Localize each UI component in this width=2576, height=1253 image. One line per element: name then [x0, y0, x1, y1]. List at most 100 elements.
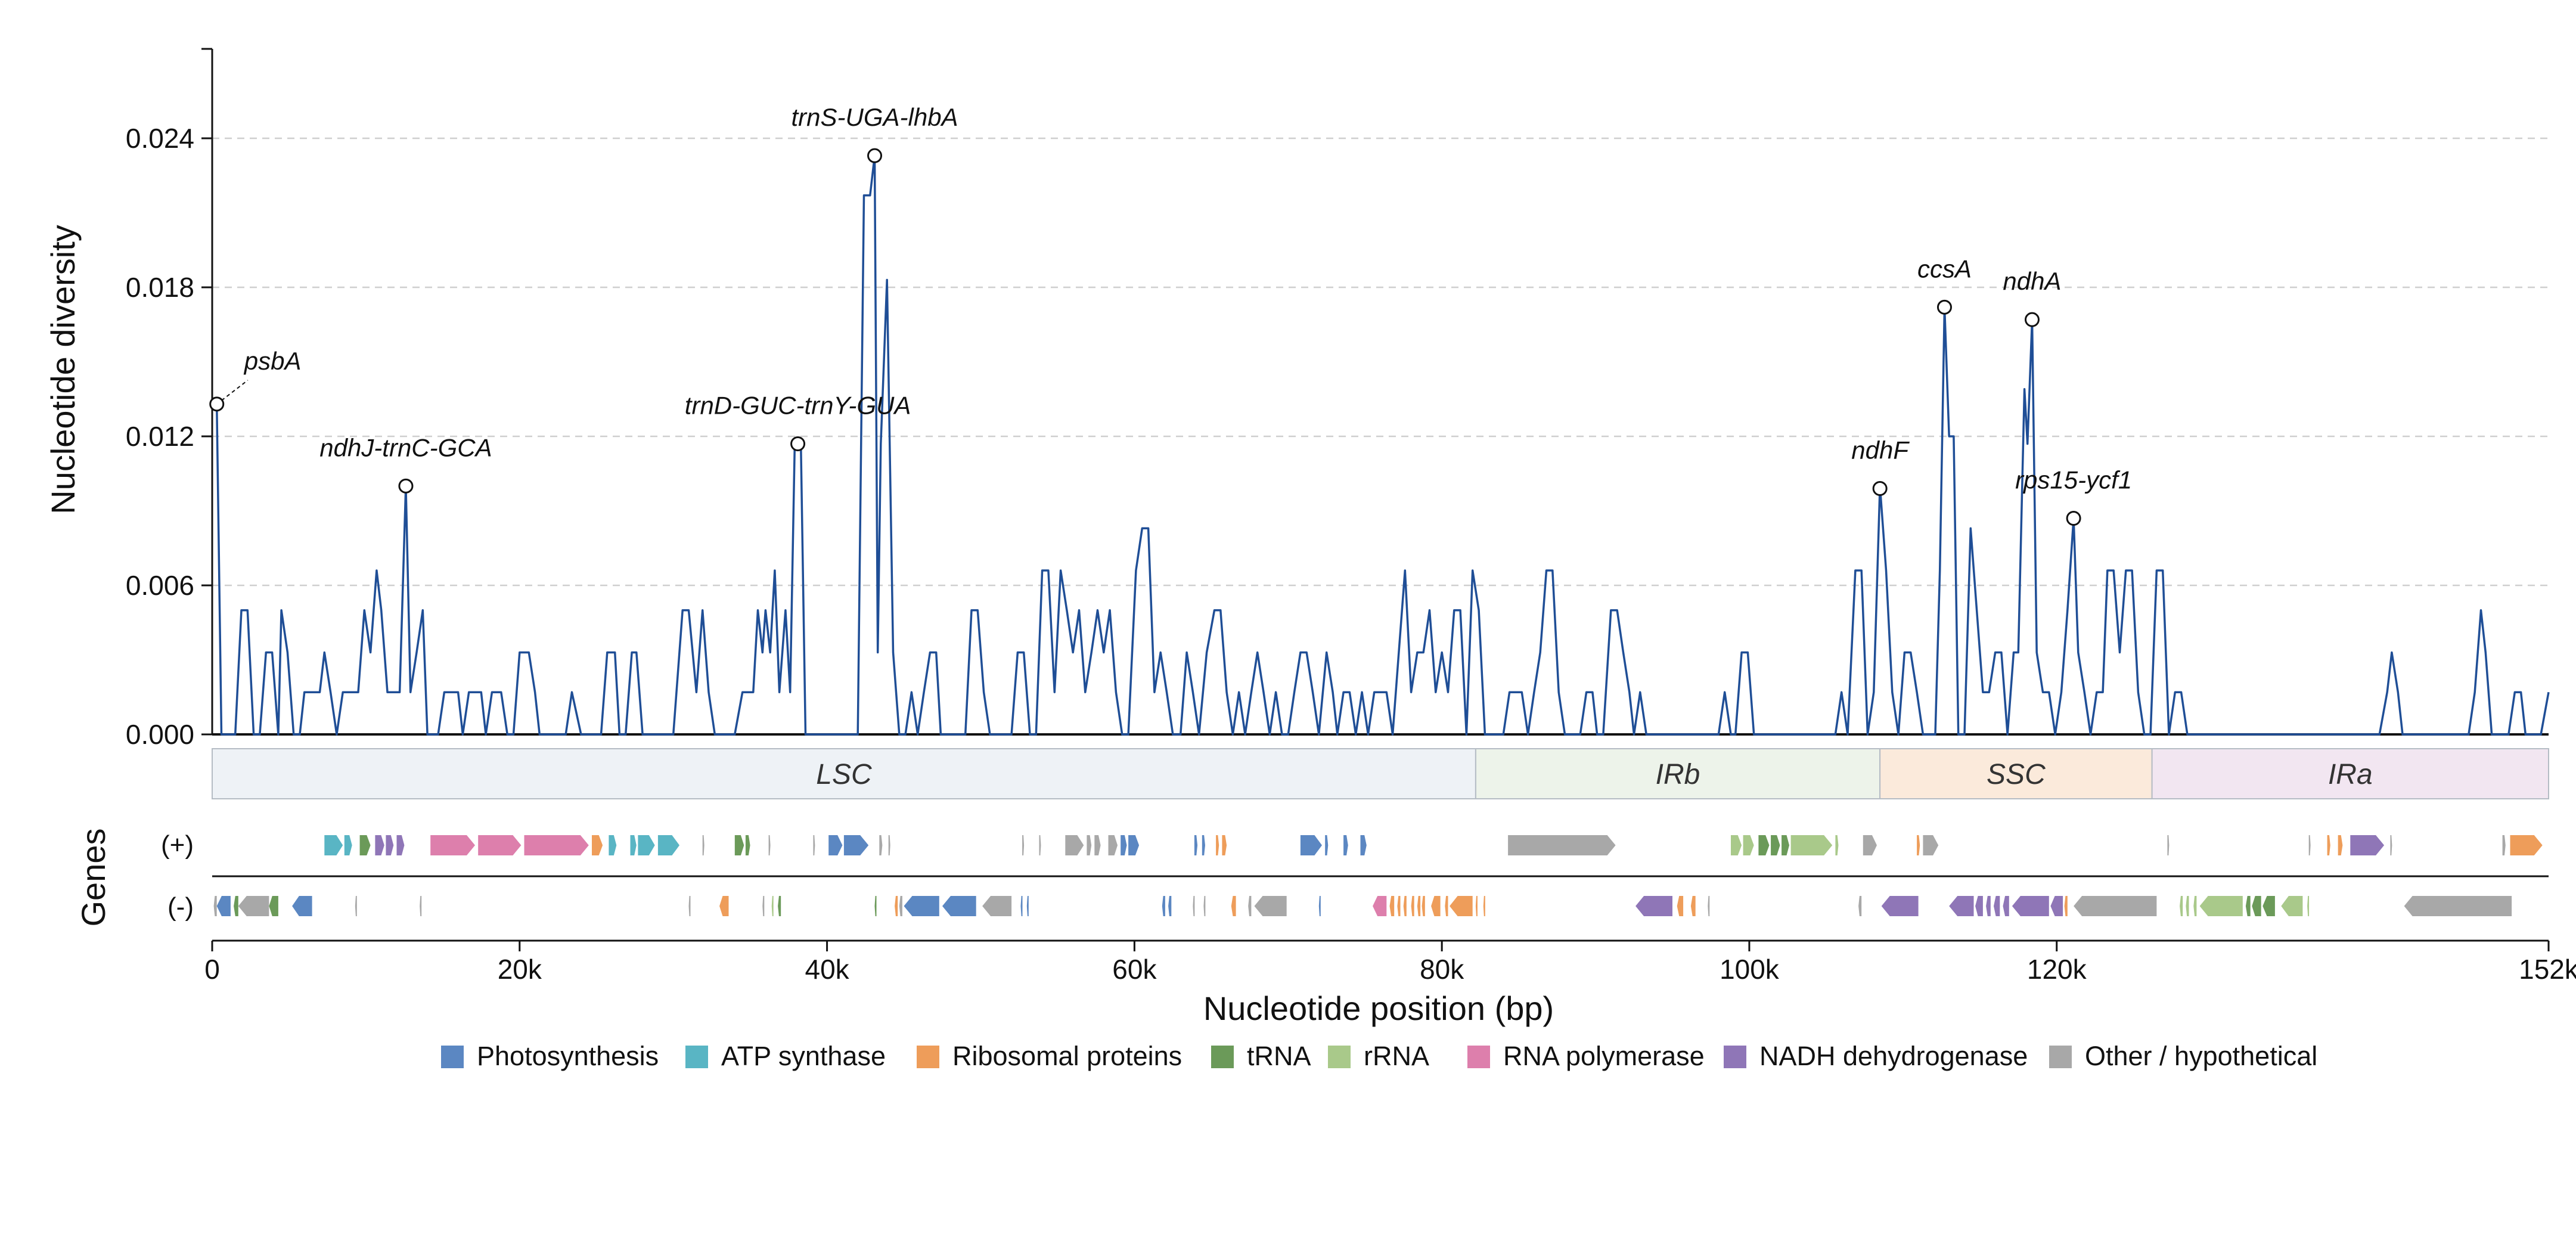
gene-arrow — [1318, 896, 1321, 916]
peak-label: trnD-GUC-trnY-GUA — [685, 392, 911, 420]
gene-arrow — [1026, 896, 1029, 916]
gene-arrow — [1986, 896, 1991, 916]
legend-swatch-photo — [441, 1046, 464, 1068]
legend-swatch-other — [2049, 1046, 2072, 1068]
gene-arrow — [1162, 896, 1165, 916]
gene-arrow — [1431, 896, 1441, 916]
gene-arrow — [630, 835, 637, 855]
gene-arrow — [688, 896, 691, 916]
gene-arrow — [1300, 835, 1322, 855]
gene-arrow — [430, 835, 475, 855]
gene-arrow — [1254, 896, 1287, 916]
gene-arrow — [1782, 835, 1789, 855]
gene-arrow — [2003, 896, 2009, 916]
gene-arrow — [269, 896, 278, 916]
gene-arrow — [2404, 896, 2512, 916]
peak-marker — [2024, 312, 2040, 327]
gene-arrow — [1758, 835, 1770, 855]
gene-arrow — [2180, 896, 2183, 916]
gene-arrow — [2193, 896, 2197, 916]
gene-arrow — [1128, 835, 1140, 855]
gene-arrow — [762, 896, 765, 916]
gene-arrow — [874, 896, 877, 916]
legend-swatch-ribo — [917, 1046, 939, 1068]
y-tick-label: 0.024 — [126, 123, 194, 154]
y-tick-label: 0.018 — [126, 272, 194, 303]
gene-arrow — [942, 896, 976, 916]
legend-label-rrna: rRNA — [1364, 1041, 1429, 1071]
peak-marker — [2066, 511, 2081, 526]
peak-marker — [398, 478, 414, 494]
y-tick-label: 0.012 — [126, 421, 194, 452]
gene-arrow — [609, 835, 617, 855]
region-label: LSC — [816, 759, 872, 790]
gene-arrow — [843, 835, 869, 855]
gene-arrow — [355, 896, 357, 916]
legend-swatch-atp — [685, 1046, 708, 1068]
gene-arrow — [2074, 896, 2157, 916]
legend-label-ribo: Ribosomal proteins — [952, 1041, 1182, 1071]
gene-arrow — [1094, 835, 1101, 855]
region-label: IRb — [1656, 759, 1700, 790]
gene-arrow — [1231, 896, 1236, 916]
gene-arrow — [734, 835, 744, 855]
gene-arrow — [216, 896, 231, 916]
gene-arrow — [1087, 835, 1092, 855]
gene-arrow — [213, 896, 217, 916]
gene-arrow — [375, 835, 384, 855]
gene-arrow — [234, 896, 238, 916]
gene-arrow — [420, 896, 422, 916]
gene-arrow — [2510, 835, 2543, 855]
diversity-series — [212, 154, 2550, 736]
gene-arrow — [2327, 835, 2330, 855]
peak-marker — [1872, 481, 1888, 496]
gene-arrow — [2050, 896, 2063, 916]
region-bar: LSC IRb SSC IRa — [212, 748, 2549, 799]
gene-arrow — [1771, 835, 1780, 855]
peak-label: psbA — [243, 347, 302, 375]
gene-arrow — [1411, 896, 1414, 916]
peak-label: trnS-UGA-lhbA — [791, 103, 958, 131]
gene-arrow — [1863, 835, 1877, 855]
gene-arrow — [828, 835, 843, 855]
gene-arrow — [1020, 896, 1023, 916]
gene-arrow — [1248, 896, 1252, 916]
gene-arrow — [1168, 896, 1172, 916]
gene-arrow — [895, 896, 898, 916]
region-label: IRa — [2328, 759, 2373, 790]
gene-arrow — [982, 896, 1012, 916]
peak-leader-line — [221, 380, 249, 401]
minus-strand-label: (-) — [167, 892, 194, 922]
gene-arrow — [2307, 896, 2310, 916]
gene-arrow — [1389, 896, 1395, 916]
gene-arrow — [1483, 896, 1485, 916]
gene-arrow — [1194, 835, 1198, 855]
x-tick-label: 20k — [498, 954, 542, 985]
gene-arrow — [1216, 835, 1219, 855]
gene-arrow — [1202, 835, 1205, 855]
legend-label-trna: tRNA — [1247, 1041, 1311, 1071]
gene-arrow — [2167, 835, 2170, 855]
x-tick-label: 60k — [1112, 954, 1157, 985]
gene-arrow — [2390, 835, 2392, 855]
gene-arrow — [771, 896, 774, 916]
gene-arrow — [2245, 896, 2251, 916]
peak-label: ccsA — [1917, 255, 1972, 283]
gene-arrow — [2262, 896, 2275, 916]
gene-arrow — [1835, 835, 1839, 855]
gene-arrow — [745, 835, 750, 855]
peak-label: ndhJ-trnC-GCA — [319, 433, 492, 461]
x-tick-label: 0 — [204, 954, 220, 985]
y-axis-title: Nucleotide diversity — [44, 225, 82, 514]
gene-arrow — [2350, 835, 2385, 855]
y-tick-label: 0.000 — [126, 719, 194, 750]
diversity-line — [212, 154, 2550, 736]
gene-arrow — [1450, 896, 1473, 916]
legend-label-other: Other / hypothetical — [2085, 1041, 2317, 1071]
gene-arrow — [324, 835, 343, 855]
gene-arrow — [2186, 896, 2189, 916]
gene-arrow — [778, 896, 781, 916]
gene-arrow — [1422, 896, 1425, 916]
gene-arrow — [1403, 896, 1407, 916]
